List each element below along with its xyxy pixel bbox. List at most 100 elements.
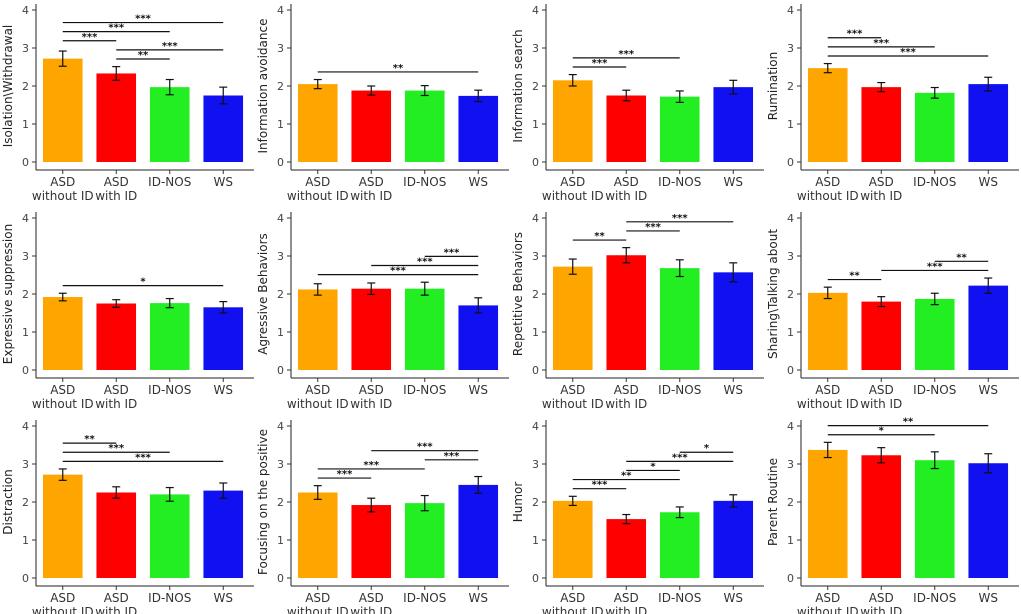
y-axis-label: Distraction xyxy=(1,469,15,534)
bar xyxy=(149,494,190,578)
y-tick-label: 2 xyxy=(787,288,794,301)
y-tick-label: 0 xyxy=(277,364,284,377)
significance-label: *** xyxy=(592,58,608,69)
x-tick-label: ASD without ID xyxy=(796,591,859,614)
y-tick-label: 0 xyxy=(787,572,794,585)
significance-label: ** xyxy=(903,417,914,428)
y-tick-label: 3 xyxy=(22,42,29,55)
x-tick-label: WS xyxy=(978,383,998,397)
x-tick-label: ID-NOS xyxy=(658,175,702,189)
y-tick-label: 0 xyxy=(532,156,539,169)
y-tick-label: 4 xyxy=(22,4,29,17)
x-tick-label: ASD with ID xyxy=(605,591,648,614)
bar xyxy=(659,512,700,578)
y-tick-label: 1 xyxy=(532,534,539,547)
y-axis-label: Humor xyxy=(511,482,525,523)
y-tick-label: 4 xyxy=(22,420,29,433)
bar xyxy=(713,87,754,162)
y-tick-label: 3 xyxy=(532,458,539,471)
bar xyxy=(552,266,593,370)
x-tick-label: ID-NOS xyxy=(403,591,447,605)
y-tick-label: 2 xyxy=(277,496,284,509)
y-tick-label: 2 xyxy=(277,80,284,93)
y-tick-label: 4 xyxy=(277,4,284,17)
significance-label: * xyxy=(140,277,146,288)
y-tick-label: 1 xyxy=(532,326,539,339)
bar xyxy=(96,303,137,370)
bar xyxy=(42,474,83,578)
bar xyxy=(968,285,1009,370)
x-tick-label: ASD with ID xyxy=(860,383,903,411)
significance-label: * xyxy=(704,443,710,454)
y-tick-label: 3 xyxy=(277,42,284,55)
y-tick-label: 0 xyxy=(22,156,29,169)
y-tick-label: 3 xyxy=(787,250,794,263)
x-tick-label: WS xyxy=(468,591,488,605)
significance-label: ** xyxy=(138,50,149,61)
bar xyxy=(713,272,754,370)
y-tick-label: 1 xyxy=(277,534,284,547)
bar xyxy=(807,292,848,370)
x-tick-label: WS xyxy=(978,591,998,605)
x-tick-label: ASD with ID xyxy=(350,591,393,614)
x-tick-label: WS xyxy=(213,175,233,189)
significance-label: *** xyxy=(444,247,460,258)
x-tick-label: ASD with ID xyxy=(605,383,648,411)
bar xyxy=(351,505,392,578)
significance-label: *** xyxy=(337,469,353,480)
x-tick-label: WS xyxy=(723,591,743,605)
bar xyxy=(458,305,499,370)
bar xyxy=(861,301,902,370)
x-tick-label: ASD without ID xyxy=(31,383,94,411)
y-axis-label: Isolation\Withdrawal xyxy=(1,25,15,148)
x-tick-label: ASD without ID xyxy=(286,383,349,411)
y-tick-label: 0 xyxy=(277,572,284,585)
y-axis-label: Information search xyxy=(511,29,525,142)
bar xyxy=(606,519,647,578)
significance-label: *** xyxy=(108,443,124,454)
x-tick-label: WS xyxy=(468,175,488,189)
y-tick-label: 4 xyxy=(532,4,539,17)
x-tick-label: ASD with ID xyxy=(350,383,393,411)
x-tick-label: ID-NOS xyxy=(913,383,957,397)
x-tick-label: ASD without ID xyxy=(286,591,349,614)
significance-label: *** xyxy=(444,451,460,462)
y-tick-label: 0 xyxy=(532,572,539,585)
x-tick-label: ASD without ID xyxy=(31,175,94,203)
x-tick-label: ASD with ID xyxy=(95,591,138,614)
y-tick-label: 2 xyxy=(22,288,29,301)
y-tick-label: 2 xyxy=(532,288,539,301)
y-tick-label: 3 xyxy=(277,458,284,471)
significance-label: *** xyxy=(82,32,98,43)
x-tick-label: WS xyxy=(723,175,743,189)
bar xyxy=(149,87,190,162)
y-tick-label: 2 xyxy=(532,80,539,93)
bar xyxy=(203,307,244,370)
significance-label: ** xyxy=(594,231,605,242)
y-tick-label: 4 xyxy=(787,212,794,225)
y-tick-label: 2 xyxy=(787,80,794,93)
y-tick-label: 1 xyxy=(277,326,284,339)
significance-label: *** xyxy=(847,29,863,40)
bar xyxy=(96,73,137,162)
y-tick-label: 4 xyxy=(532,212,539,225)
bar xyxy=(297,492,338,578)
bar xyxy=(404,90,445,162)
bar xyxy=(914,460,955,578)
bar xyxy=(659,268,700,370)
x-tick-label: ASD with ID xyxy=(605,175,648,203)
bar xyxy=(149,303,190,370)
y-tick-label: 3 xyxy=(787,42,794,55)
bar xyxy=(659,96,700,162)
x-tick-label: ID-NOS xyxy=(913,175,957,189)
bar xyxy=(42,297,83,370)
significance-label: *** xyxy=(417,442,433,453)
bar xyxy=(458,95,499,162)
x-tick-label: WS xyxy=(723,383,743,397)
bar xyxy=(552,80,593,162)
significance-label: *** xyxy=(108,23,124,34)
x-tick-label: ASD without ID xyxy=(286,175,349,203)
significance-label: *** xyxy=(927,261,943,272)
x-tick-label: ID-NOS xyxy=(148,591,192,605)
